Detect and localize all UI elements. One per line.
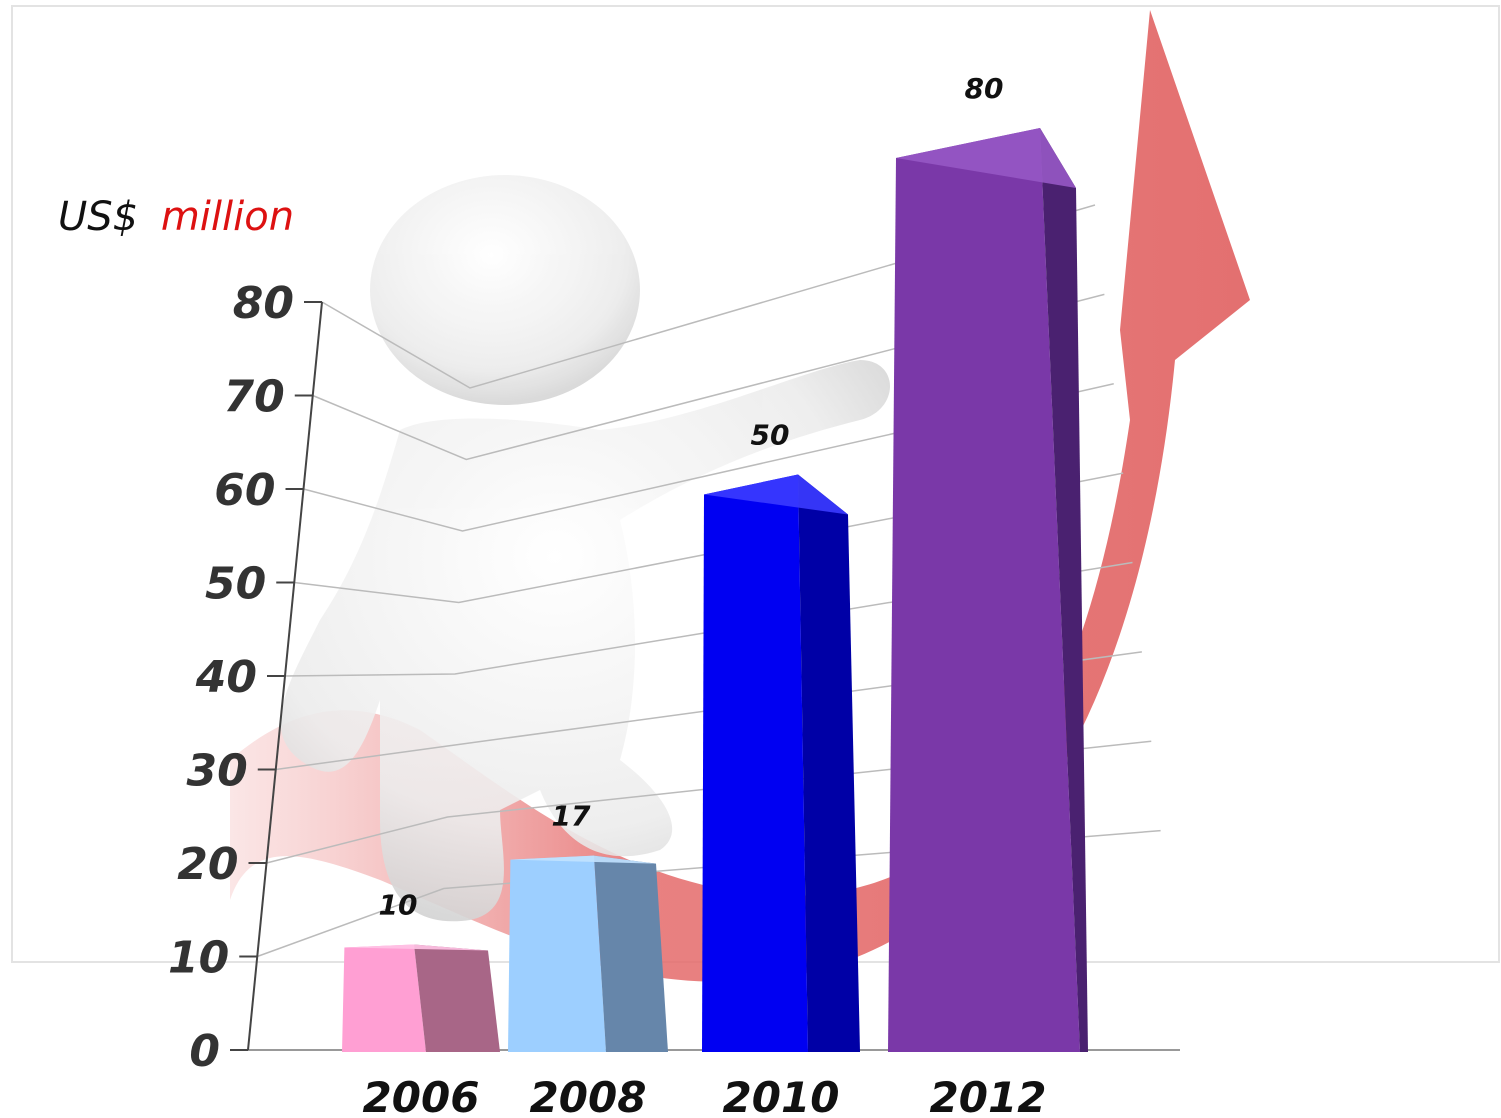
y-axis xyxy=(230,301,323,1051)
y-tick-label: 40 xyxy=(195,652,257,703)
figure-illustration xyxy=(280,175,890,922)
bar-side xyxy=(594,855,668,1052)
data-label: 17 xyxy=(552,800,591,833)
x-tick-label: 2010 xyxy=(723,1073,840,1118)
bar-side xyxy=(798,474,860,1052)
bar-front xyxy=(702,474,808,1052)
bar-top xyxy=(510,855,656,864)
y-unit-label: US$ million xyxy=(58,194,294,240)
x-tick-label: 2006 xyxy=(363,1073,480,1118)
y-tick-label: 0 xyxy=(189,1026,220,1077)
x-tick-labels: 2006 2008 2010 2012 xyxy=(363,1073,1047,1118)
y-tick-label: 60 xyxy=(214,465,275,516)
data-label: 80 xyxy=(965,72,1004,105)
data-label: 50 xyxy=(751,419,790,452)
bars xyxy=(342,128,1088,1052)
bar-top xyxy=(344,944,488,951)
y-tick-label: 10 xyxy=(168,933,229,984)
value-labels: 10 17 50 80 xyxy=(379,72,1004,922)
bar-top xyxy=(704,474,848,515)
y-tick-label: 80 xyxy=(233,278,294,329)
bar-side xyxy=(414,944,500,1052)
gridline xyxy=(321,204,1096,389)
y-axis-line xyxy=(247,301,323,1051)
y-unit-suffix: million xyxy=(161,194,294,240)
x-tick-label: 2008 xyxy=(530,1073,647,1118)
y-tick-label: 30 xyxy=(187,746,248,797)
gridline xyxy=(312,293,1105,461)
y-tick-label: 20 xyxy=(177,839,238,890)
x-tick-label: 2012 xyxy=(930,1073,1047,1118)
arrow-shape xyxy=(230,10,1250,982)
y-tick-label: 50 xyxy=(205,559,266,610)
y-unit-prefix: US$ xyxy=(58,194,138,240)
bar-side xyxy=(1040,128,1088,1052)
y-tick-label: 70 xyxy=(224,372,285,423)
bar-top xyxy=(896,128,1076,188)
bar-front xyxy=(508,855,606,1052)
bar-front xyxy=(888,128,1080,1052)
data-label: 10 xyxy=(379,889,418,922)
growth-arrow-icon xyxy=(230,10,1250,982)
y-tick-labels: 0 10 20 30 40 50 60 70 80 xyxy=(168,278,294,1077)
bar-front xyxy=(342,944,426,1052)
